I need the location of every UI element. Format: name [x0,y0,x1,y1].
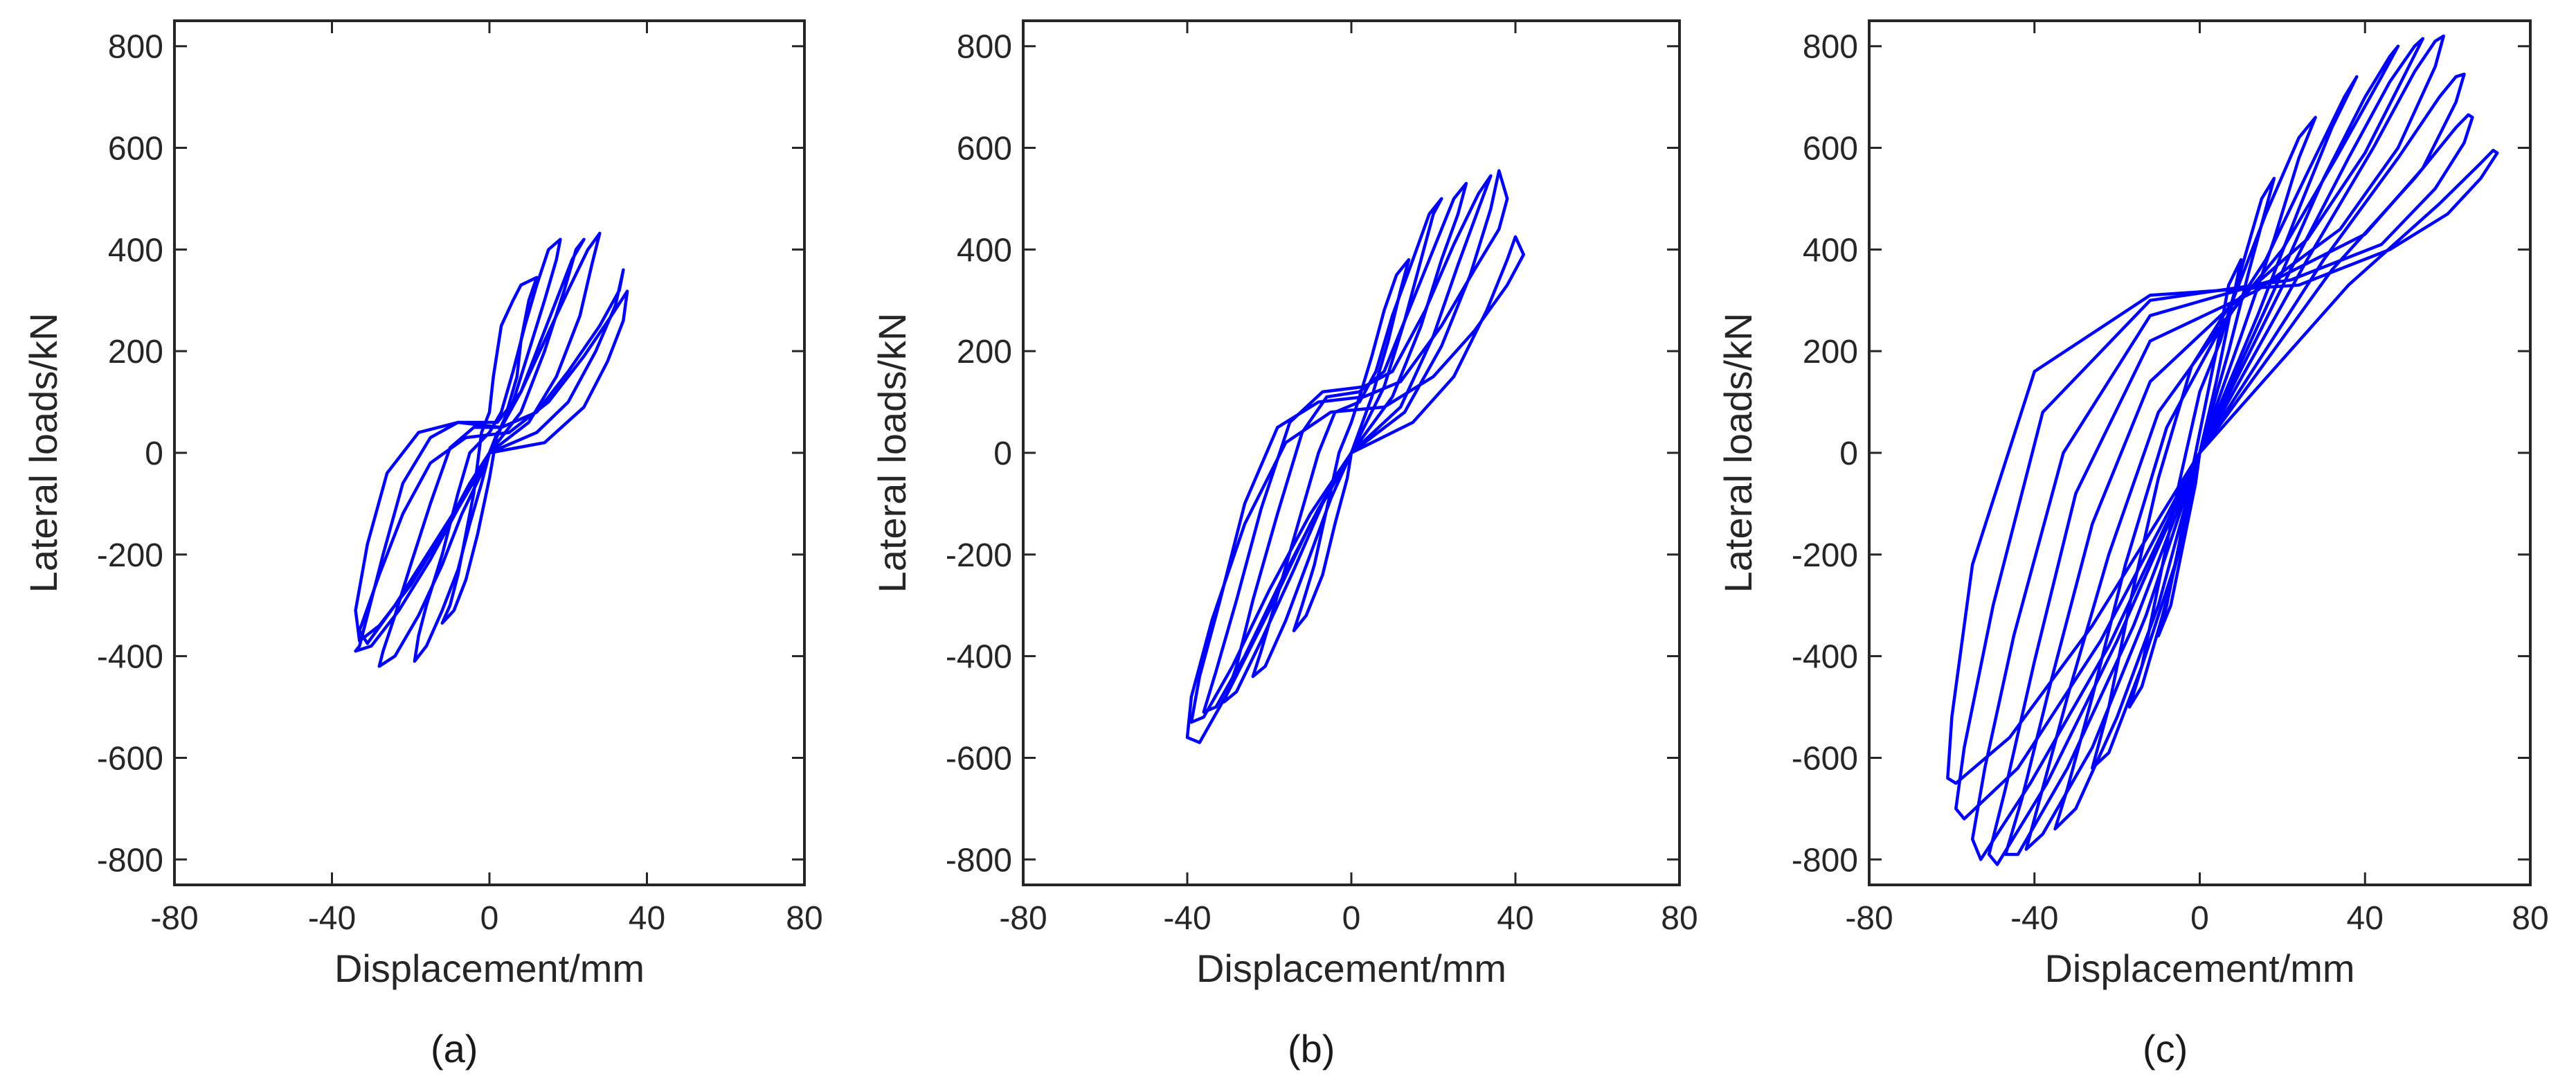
hysteresis-loop-9 [1954,113,2474,821]
y-tick-label: -400 [946,639,1012,676]
x-tick-label: 80 [786,900,822,937]
hysteresis-loop-4 [354,231,602,653]
x-tick-label: 0 [2190,900,2209,937]
x-tick-label: -80 [150,900,198,937]
y-tick-label: -200 [1792,537,1858,574]
x-tick-label: -80 [1845,900,1893,937]
hysteresis-loop-5 [2024,44,2400,851]
chart-panel-1: -80 -40 0 40 80-800-600-400-2000200400600800… [21,19,823,990]
y-tick-label: 0 [993,436,1012,472]
x-tick-label: 40 [629,900,665,937]
y-tick-label: 200 [1803,334,1858,370]
y-tick-label: -600 [97,740,163,777]
y-tick-label: 0 [1839,436,1858,472]
hysteresis-loop-3 [1223,181,1468,703]
hysteresis-loop-7 [1987,34,2445,866]
hysteresis-loop-2 [1251,197,1443,679]
y-tick-label: 600 [108,131,163,168]
y-tick-label: 600 [1803,131,1858,168]
hysteresis-loop-1 [440,276,539,625]
y-tick-label: -200 [97,537,163,574]
y-tick-label: -600 [1792,740,1858,777]
hysteresis-loop-2 [413,237,562,663]
y-tick-label: -200 [946,537,1012,574]
x-tick-label: -80 [999,900,1047,937]
panel-label-c: (c) [2143,1027,2188,1070]
y-axis-label: Lateral loads/kN [21,313,65,593]
y-tick-label: 0 [145,436,163,472]
hysteresis-loop-4 [2053,75,2359,831]
hysteresis-loop-6 [1185,235,1526,744]
x-tick-label: 40 [2347,900,2384,937]
y-tick-label: 400 [957,232,1012,269]
x-tick-label: -40 [2010,900,2058,937]
y-tick-label: 800 [957,29,1012,66]
chart-panel-3: -80 -40 0 40 80-800-600-400-2000200400600800… [1716,19,2549,990]
hysteresis-loop-4 [1202,174,1493,714]
y-tick-label: -800 [97,842,163,879]
y-tick-label: 400 [108,232,163,269]
x-tick-label: -40 [308,900,356,937]
x-tick-label: 0 [1342,900,1361,937]
chart-panel-2: -80 -40 0 40 80-800-600-400-2000200400600800… [870,19,1698,990]
x-tick-label: 80 [2512,900,2548,937]
x-axis-label: Displacement/mm [1196,947,1506,990]
hysteresis-loop-8 [1970,72,2466,861]
hysteresis-loop-3 [377,237,586,668]
panel-label-b: (b) [1288,1027,1335,1070]
x-tick-label: 80 [1661,900,1697,937]
x-axis-label: Displacement/mm [2044,947,2354,990]
y-tick-label: 200 [108,334,163,370]
y-tick-label: 600 [957,131,1012,168]
hysteresis-loop-5 [1189,169,1509,724]
x-tick-label: -40 [1163,900,1211,937]
y-tick-label: 800 [1803,29,1858,66]
y-tick-label: 400 [1803,232,1858,269]
y-tick-label: -600 [946,740,1012,777]
panel-label-a: (a) [431,1027,478,1070]
y-axis-label: Lateral loads/kN [870,313,914,593]
y-tick-label: -400 [97,639,163,676]
x-axis-label: Displacement/mm [334,947,645,990]
y-axis-label: Lateral loads/kN [1716,313,1760,593]
y-tick-label: -800 [946,842,1012,879]
x-tick-label: 0 [480,900,499,937]
hysteresis-loop-6 [358,289,629,645]
y-tick-label: 800 [108,29,163,66]
y-tick-label: 200 [957,334,1012,370]
y-tick-label: -800 [1792,842,1858,879]
x-tick-label: 40 [1497,900,1533,937]
y-tick-label: -400 [1792,639,1858,676]
hysteresis-loop-10 [1946,148,2499,785]
